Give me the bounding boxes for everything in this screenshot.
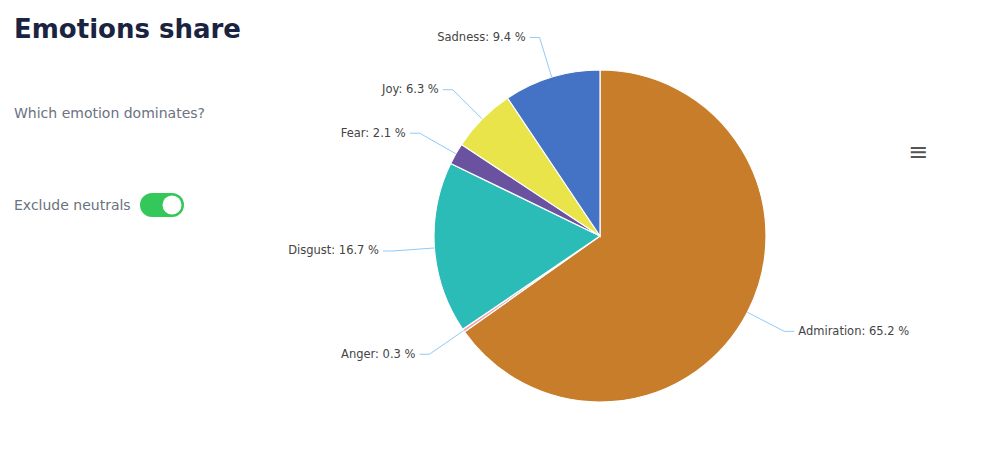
chart-root: Emotions share Which emotion dominates? Ex… [0, 0, 1000, 467]
data-label: Admiration: 65.2 % [798, 324, 909, 338]
pie-labels: Admiration: 65.2 % Anger: 0.3 % Disgust: 1… [288, 30, 909, 361]
pie [434, 70, 766, 402]
label-connector [747, 312, 794, 331]
data-label: Sadness: 9.4 % [437, 30, 525, 44]
data-label: Joy: 6.3 % [381, 82, 439, 96]
label-connector [419, 331, 463, 355]
chart-svg: Emotions share Which emotion dominates? Ex… [0, 0, 1000, 467]
menu-icon: ≡ [908, 138, 928, 166]
toggle-knob [163, 196, 182, 215]
toggle-switch [140, 193, 184, 217]
label-connector [410, 133, 456, 154]
data-label: Disgust: 16.7 % [288, 243, 379, 257]
label-connector [383, 248, 434, 251]
data-label: Fear: 2.1 % [341, 126, 406, 140]
data-label: Anger: 0.3 % [341, 347, 416, 361]
label-connector [443, 90, 482, 119]
title: Emotions share [14, 14, 241, 44]
toggle-label: Exclude neutrals [14, 197, 131, 213]
label-connector [530, 37, 552, 77]
pie-slice [508, 70, 600, 236]
toggle-pill [140, 193, 184, 217]
subtitle: Which emotion dominates? [14, 105, 205, 121]
